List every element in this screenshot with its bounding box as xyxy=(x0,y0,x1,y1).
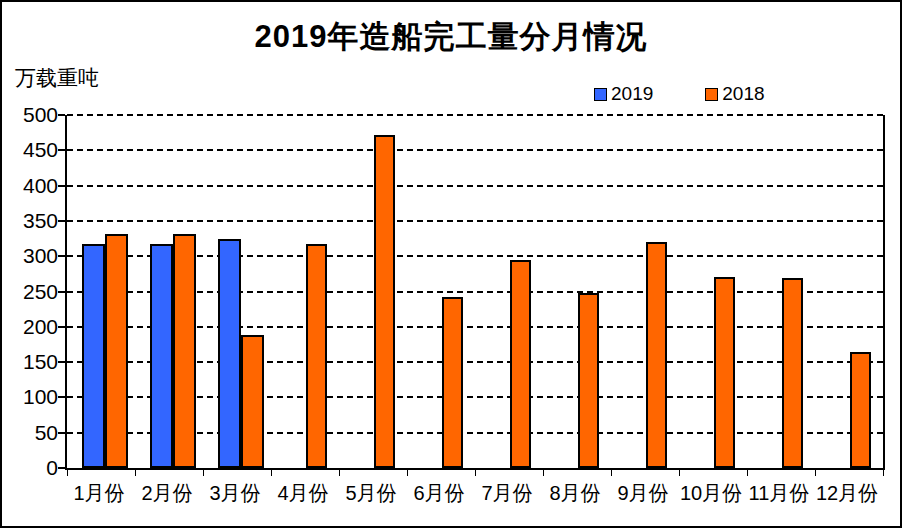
y-tick-350 xyxy=(58,220,65,222)
y-tick-0 xyxy=(58,467,65,469)
bar-2018-1月份 xyxy=(105,234,128,468)
bar-2019-2月份 xyxy=(150,244,173,468)
bar-2018-10月份 xyxy=(714,277,735,468)
chart-title: 2019年造船完工量分月情况 xyxy=(2,16,900,58)
y-axis-label-0: 0 xyxy=(6,457,58,479)
x-axis-label-12月份: 12月份 xyxy=(813,480,881,507)
legend: 2019 2018 xyxy=(594,83,765,105)
bar-2018-2月份 xyxy=(173,234,196,468)
bar-2018-4月份 xyxy=(306,244,327,468)
y-axis-label-50: 50 xyxy=(6,422,58,444)
y-tick-50 xyxy=(58,432,65,434)
x-tick-3 xyxy=(271,470,272,476)
x-axis-label-6月份: 6月份 xyxy=(405,480,473,507)
x-axis-label-9月份: 9月份 xyxy=(609,480,677,507)
y-tick-150 xyxy=(58,361,65,363)
gridline-400 xyxy=(67,185,883,187)
x-tick-7 xyxy=(543,470,544,476)
x-tick-0 xyxy=(67,470,68,476)
y-tick-250 xyxy=(58,291,65,293)
y-axis-label-350: 350 xyxy=(6,210,58,232)
legend-label-2018: 2018 xyxy=(722,83,764,105)
x-tick-10 xyxy=(747,470,748,476)
y-tick-450 xyxy=(58,149,65,151)
y-axis-unit-label: 万载重吨 xyxy=(15,64,99,92)
legend-swatch-2018-icon xyxy=(705,88,718,101)
y-axis-label-500: 500 xyxy=(6,104,58,126)
gridline-350 xyxy=(67,220,883,222)
bar-2018-6月份 xyxy=(442,297,463,468)
y-tick-100 xyxy=(58,396,65,398)
x-axis-label-4月份: 4月份 xyxy=(269,480,337,507)
bar-2018-11月份 xyxy=(782,278,803,468)
legend-swatch-2019-icon xyxy=(594,88,607,101)
y-axis-label-100: 100 xyxy=(6,386,58,408)
x-axis-label-7月份: 7月份 xyxy=(473,480,541,507)
x-tick-8 xyxy=(611,470,612,476)
bar-2019-1月份 xyxy=(82,244,105,468)
x-axis-label-1月份: 1月份 xyxy=(65,480,133,507)
x-axis-label-8月份: 8月份 xyxy=(541,480,609,507)
x-tick-12 xyxy=(883,470,884,476)
bar-2019-3月份 xyxy=(218,239,241,468)
y-tick-300 xyxy=(58,255,65,257)
y-axis-label-300: 300 xyxy=(6,245,58,267)
y-tick-400 xyxy=(58,185,65,187)
x-axis-label-2月份: 2月份 xyxy=(133,480,201,507)
legend-item-2019: 2019 xyxy=(594,83,653,105)
x-tick-5 xyxy=(407,470,408,476)
gridline-450 xyxy=(67,149,883,151)
x-tick-1 xyxy=(135,470,136,476)
x-tick-2 xyxy=(203,470,204,476)
plot-area xyxy=(65,115,885,470)
legend-item-2018: 2018 xyxy=(705,83,764,105)
y-axis-label-150: 150 xyxy=(6,351,58,373)
chart-canvas: 2019年造船完工量分月情况 万载重吨 2019 2018 0 50 100 150 2… xyxy=(0,0,902,528)
y-tick-500 xyxy=(58,114,65,116)
x-axis-label-5月份: 5月份 xyxy=(337,480,405,507)
y-tick-200 xyxy=(58,326,65,328)
x-tick-4 xyxy=(339,470,340,476)
x-tick-6 xyxy=(475,470,476,476)
y-axis-label-400: 400 xyxy=(6,175,58,197)
x-tick-9 xyxy=(679,470,680,476)
bar-2018-8月份 xyxy=(578,293,599,468)
x-axis-label-10月份: 10月份 xyxy=(677,480,745,507)
x-axis-label-3月份: 3月份 xyxy=(201,480,269,507)
y-axis-label-250: 250 xyxy=(6,281,58,303)
bar-2018-7月份 xyxy=(510,260,531,468)
bar-2018-5月份 xyxy=(374,135,395,468)
legend-label-2019: 2019 xyxy=(611,83,653,105)
gridline-500 xyxy=(67,114,883,116)
x-axis-label-11月份: 11月份 xyxy=(745,480,813,507)
y-axis-label-450: 450 xyxy=(6,139,58,161)
y-axis-label-200: 200 xyxy=(6,316,58,338)
bar-2018-9月份 xyxy=(646,242,667,468)
x-tick-11 xyxy=(815,470,816,476)
bar-2018-12月份 xyxy=(850,352,871,468)
bar-2018-3月份 xyxy=(241,335,264,468)
